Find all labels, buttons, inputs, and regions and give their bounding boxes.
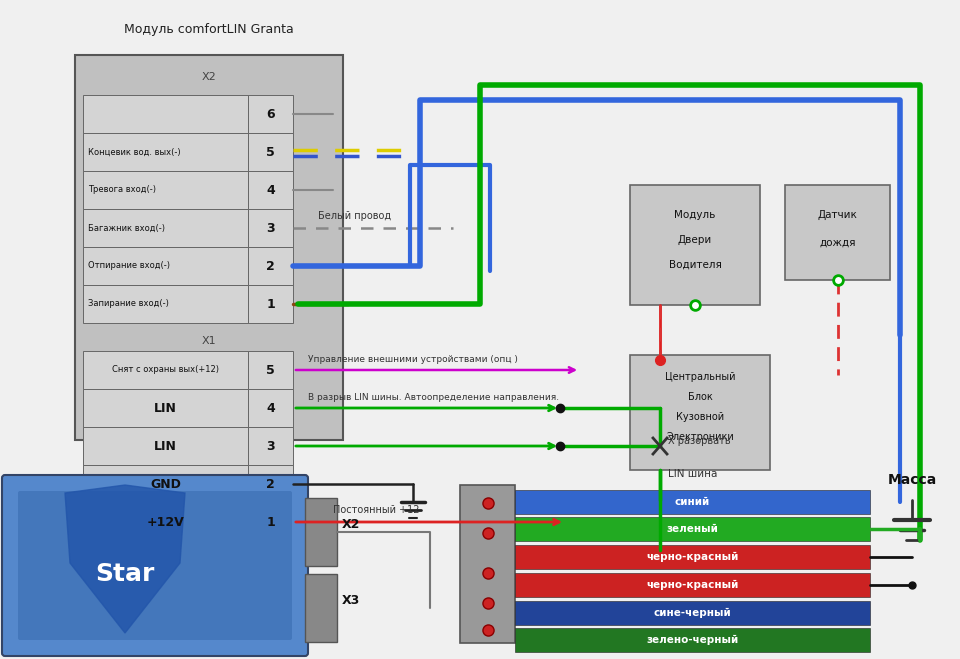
- Text: Постоянный +12: Постоянный +12: [333, 505, 420, 515]
- Bar: [83, 389, 248, 427]
- Bar: [248, 171, 293, 209]
- Bar: [83, 351, 248, 389]
- Text: зелено-черный: зелено-черный: [646, 635, 738, 645]
- Bar: [83, 171, 248, 209]
- Bar: [248, 133, 293, 171]
- Text: Датчик: Датчик: [818, 210, 857, 220]
- Bar: [248, 465, 293, 503]
- Bar: [83, 95, 248, 133]
- Bar: [248, 351, 293, 389]
- Text: Снят с охраны вых(+12): Снят с охраны вых(+12): [112, 366, 219, 374]
- Text: Масса: Масса: [887, 473, 937, 487]
- Text: черно-красный: черно-красный: [646, 552, 738, 562]
- Bar: [515, 573, 870, 597]
- Text: 1: 1: [266, 297, 275, 310]
- Text: 5: 5: [266, 364, 275, 376]
- FancyBboxPatch shape: [2, 475, 308, 656]
- Bar: [785, 185, 890, 280]
- Text: Запирание вход(-): Запирание вход(-): [88, 299, 169, 308]
- Text: Багажник вход(-): Багажник вход(-): [88, 223, 165, 233]
- Bar: [515, 628, 870, 652]
- Text: Х2: Х2: [342, 517, 360, 530]
- Text: синий: синий: [675, 497, 710, 507]
- Bar: [248, 503, 293, 541]
- Polygon shape: [65, 485, 185, 633]
- Text: Х3: Х3: [342, 594, 360, 606]
- Text: 3: 3: [266, 440, 275, 453]
- Bar: [630, 355, 770, 470]
- Bar: [83, 133, 248, 171]
- Text: 4: 4: [266, 183, 275, 196]
- Text: 4: 4: [266, 401, 275, 415]
- Text: LIN шина: LIN шина: [668, 469, 717, 479]
- Bar: [515, 517, 870, 541]
- Bar: [83, 465, 248, 503]
- Bar: [83, 209, 248, 247]
- Text: Модуль: Модуль: [674, 210, 716, 220]
- Text: Кузовной: Кузовной: [676, 412, 724, 422]
- Bar: [248, 95, 293, 133]
- Text: Тревога вход(-): Тревога вход(-): [88, 185, 156, 194]
- Text: Star: Star: [95, 562, 155, 587]
- Text: Х2: Х2: [202, 72, 216, 82]
- Text: Центральный: Центральный: [664, 372, 735, 382]
- Text: зеленый: зеленый: [666, 524, 718, 534]
- Bar: [248, 427, 293, 465]
- Bar: [83, 247, 248, 285]
- Text: черно-красный: черно-красный: [646, 580, 738, 590]
- Text: LIN: LIN: [154, 401, 177, 415]
- Bar: [248, 209, 293, 247]
- Text: LIN: LIN: [154, 440, 177, 453]
- Bar: [515, 545, 870, 569]
- Text: Отпирание вход(-): Отпирание вход(-): [88, 262, 170, 270]
- Text: Белый провод: Белый провод: [318, 211, 391, 221]
- Text: 1: 1: [266, 515, 275, 529]
- Text: X разорвать: X разорвать: [668, 436, 731, 446]
- Text: +12V: +12V: [147, 515, 184, 529]
- Bar: [248, 247, 293, 285]
- Text: Электроники: Электроники: [666, 432, 733, 442]
- Bar: [83, 285, 248, 323]
- Text: 2: 2: [266, 260, 275, 273]
- Text: 6: 6: [266, 107, 275, 121]
- FancyBboxPatch shape: [18, 491, 292, 640]
- Bar: [83, 503, 248, 541]
- Bar: [515, 601, 870, 625]
- Bar: [460, 485, 515, 643]
- Text: 3: 3: [266, 221, 275, 235]
- Text: Двери: Двери: [678, 235, 712, 245]
- Text: Концевик вод. вых(-): Концевик вод. вых(-): [88, 148, 180, 156]
- Bar: [515, 490, 870, 514]
- Text: дождя: дождя: [819, 238, 855, 248]
- Text: Водителя: Водителя: [668, 260, 721, 270]
- Bar: [83, 427, 248, 465]
- Text: Блок: Блок: [687, 392, 712, 402]
- Text: В разрыв LIN шины. Автоопределение направления.: В разрыв LIN шины. Автоопределение напра…: [308, 393, 559, 403]
- Bar: [248, 285, 293, 323]
- Text: сине-черный: сине-черный: [654, 608, 732, 618]
- Text: 2: 2: [266, 478, 275, 490]
- Text: 5: 5: [266, 146, 275, 159]
- Text: Х1: Х1: [202, 336, 216, 346]
- Bar: [305, 498, 337, 566]
- Bar: [305, 574, 337, 642]
- Bar: [248, 389, 293, 427]
- Text: Модуль comfortLIN Granta: Модуль comfortLIN Granta: [124, 24, 294, 36]
- Bar: [75, 55, 343, 440]
- Bar: [630, 185, 760, 305]
- Text: Управление внешними устройствами (опц ): Управление внешними устройствами (опц ): [308, 355, 517, 364]
- Text: GND: GND: [150, 478, 180, 490]
